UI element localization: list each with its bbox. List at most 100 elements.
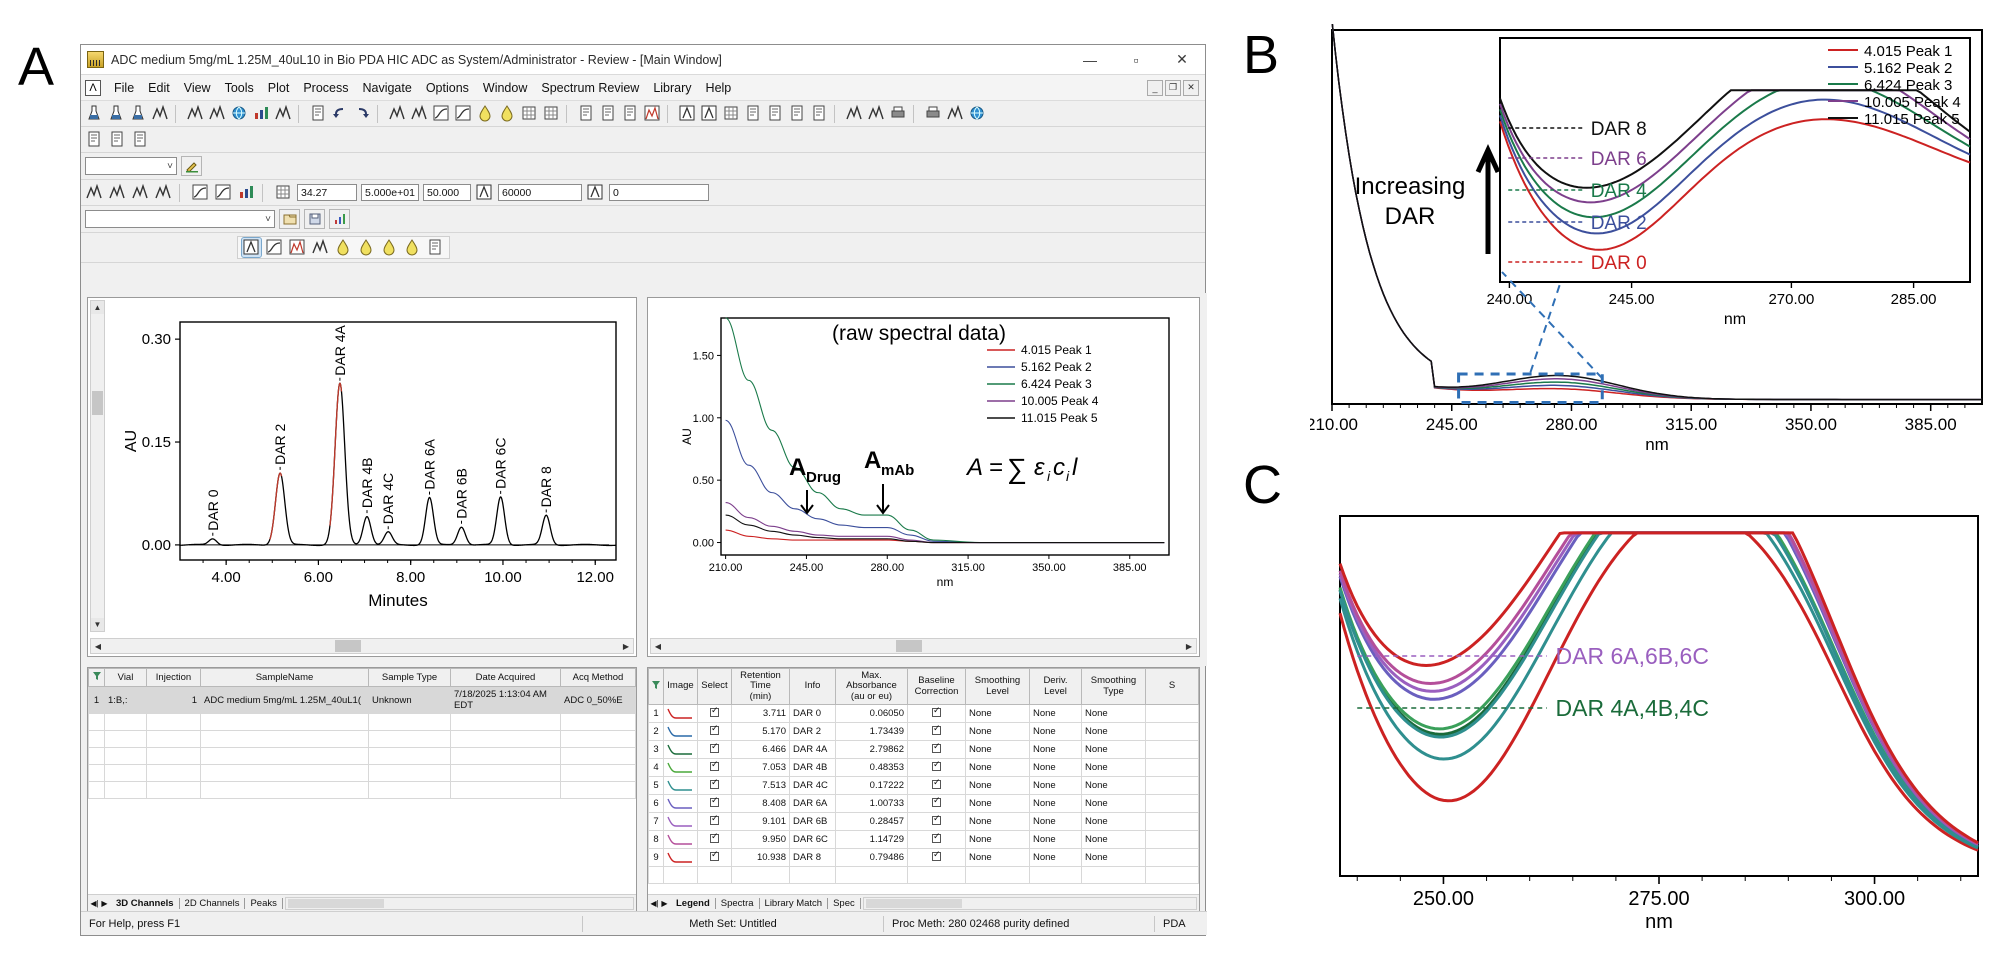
- cell-smoothing-level[interactable]: None: [965, 776, 1030, 796]
- cell-max-absorbance[interactable]: 0.17222: [835, 776, 908, 796]
- cell-select[interactable]: [697, 812, 732, 832]
- baseline-checkbox[interactable]: [932, 723, 941, 735]
- field-value-1[interactable]: 34.27: [297, 184, 357, 201]
- doc-icon[interactable]: [131, 130, 150, 149]
- cell-info[interactable]: DAR 4B: [789, 758, 836, 778]
- tab-first-icon[interactable]: ◀|: [650, 898, 659, 908]
- peak-icon[interactable]: [867, 104, 886, 123]
- chromatogram-vscrollbar[interactable]: ▲ ▼: [90, 300, 105, 632]
- cell-s[interactable]: [1145, 758, 1199, 778]
- cell-max-absorbance[interactable]: 0.79486: [835, 848, 908, 868]
- globe-icon[interactable]: [230, 104, 249, 123]
- maximize-button[interactable]: ▫: [1133, 51, 1139, 68]
- derivative-3-icon[interactable]: [380, 238, 399, 257]
- cell-s[interactable]: [1145, 848, 1199, 868]
- arrowr-icon[interactable]: [353, 104, 372, 123]
- cell-spectrum-thumbnail[interactable]: [663, 722, 698, 742]
- flask-icon[interactable]: [107, 104, 126, 123]
- row-number[interactable]: 7: [648, 812, 664, 832]
- cell-smoothing-level[interactable]: None: [965, 722, 1030, 742]
- cell-deriv-level[interactable]: None: [1029, 740, 1082, 760]
- sample-tab-peaks[interactable]: Peaks: [245, 897, 283, 909]
- menu-options[interactable]: Options: [425, 80, 469, 95]
- menu-view[interactable]: View: [183, 80, 211, 95]
- peak-icon[interactable]: [274, 104, 293, 123]
- scroll-up-icon[interactable]: ▲: [91, 301, 104, 314]
- cell-retention-time[interactable]: 6.466: [731, 740, 790, 760]
- cell-empty[interactable]: [104, 781, 147, 800]
- cell-smoothing-type[interactable]: None: [1081, 830, 1146, 850]
- cell-info[interactable]: DAR 4C: [789, 776, 836, 796]
- row-number[interactable]: 6: [648, 794, 664, 814]
- field-value-3[interactable]: 50.000: [423, 184, 471, 201]
- col-smoothing-level[interactable]: Smoothing Level: [965, 667, 1030, 706]
- cell-deriv-level[interactable]: None: [1029, 758, 1082, 778]
- print-icon[interactable]: [924, 104, 943, 123]
- row-number[interactable]: 1: [88, 686, 105, 715]
- cell-deriv-level[interactable]: None: [1029, 812, 1082, 832]
- cell-s[interactable]: [1145, 812, 1199, 832]
- cell-smoothing-level[interactable]: None: [965, 794, 1030, 814]
- select-checkbox[interactable]: [710, 813, 719, 825]
- cell-s[interactable]: [1145, 704, 1199, 724]
- cell-smoothing-type[interactable]: None: [1081, 758, 1146, 778]
- cell-deriv-level[interactable]: None: [1029, 794, 1082, 814]
- sample-tab-3d-channels[interactable]: 3D Channels: [111, 897, 180, 909]
- cell-smoothing-type[interactable]: None: [1081, 848, 1146, 868]
- table-row-empty[interactable]: [88, 713, 636, 732]
- peak-icon[interactable]: [410, 104, 429, 123]
- mdi-close-button[interactable]: ✕: [1183, 79, 1199, 96]
- plot-tool-1-icon[interactable]: [191, 183, 210, 202]
- cell-empty[interactable]: [368, 713, 451, 732]
- baseline-checkbox[interactable]: [932, 795, 941, 807]
- row-number[interactable]: 1: [648, 704, 664, 724]
- cell-empty[interactable]: [965, 866, 1030, 885]
- table-row-empty[interactable]: [88, 781, 636, 800]
- peak-icon[interactable]: [388, 104, 407, 123]
- hscroll-thumb[interactable]: [334, 640, 361, 652]
- cell-empty[interactable]: [697, 866, 732, 885]
- cell-baseline-correction[interactable]: [907, 812, 966, 832]
- doc-icon[interactable]: [766, 104, 785, 123]
- cell-smoothing-level[interactable]: None: [965, 848, 1030, 868]
- spectra-tab-library-match[interactable]: Library Match: [760, 897, 829, 909]
- cell-empty[interactable]: [146, 747, 201, 766]
- col-injection[interactable]: Injection: [146, 667, 201, 688]
- cell-retention-time[interactable]: 7.053: [731, 758, 790, 778]
- arrowl-icon[interactable]: [331, 104, 350, 123]
- table-row-empty[interactable]: [648, 866, 1199, 885]
- cell-empty[interactable]: [731, 866, 790, 885]
- cell-s[interactable]: [1145, 740, 1199, 760]
- cell-smoothing-type[interactable]: None: [1081, 740, 1146, 760]
- menu-process[interactable]: Process: [303, 80, 349, 95]
- cell-empty[interactable]: [146, 730, 201, 749]
- col-filter-icon[interactable]: [648, 667, 664, 706]
- spectrum-tool-3-icon[interactable]: [131, 183, 150, 202]
- library-icon[interactable]: [426, 238, 445, 257]
- cell-empty[interactable]: [200, 781, 369, 800]
- save-method-icon[interactable]: [304, 209, 325, 229]
- cell-deriv-level[interactable]: None: [1029, 848, 1082, 868]
- lambda-icon[interactable]: [678, 104, 697, 123]
- baseline-checkbox[interactable]: [932, 849, 941, 861]
- peak-icon[interactable]: [845, 104, 864, 123]
- field-value-2[interactable]: 5.000e+01: [361, 184, 419, 201]
- open-method-icon[interactable]: [279, 209, 300, 229]
- cell-empty[interactable]: [1029, 866, 1082, 885]
- row-number[interactable]: 4: [648, 758, 664, 778]
- col-smoothing-type[interactable]: Smoothing Type: [1081, 667, 1146, 706]
- cell-empty[interactable]: [146, 781, 201, 800]
- table-row-empty[interactable]: [88, 747, 636, 766]
- cell-info[interactable]: DAR 6B: [789, 812, 836, 832]
- cell-empty[interactable]: [835, 866, 908, 885]
- cell-empty[interactable]: [450, 781, 561, 800]
- cell-vial[interactable]: 1:B,:: [104, 686, 147, 715]
- cell-retention-time[interactable]: 9.950: [731, 830, 790, 850]
- globe-icon[interactable]: [968, 104, 987, 123]
- print-icon[interactable]: [889, 104, 908, 123]
- cell-smoothing-type[interactable]: None: [1081, 722, 1146, 742]
- cell-empty[interactable]: [368, 764, 451, 783]
